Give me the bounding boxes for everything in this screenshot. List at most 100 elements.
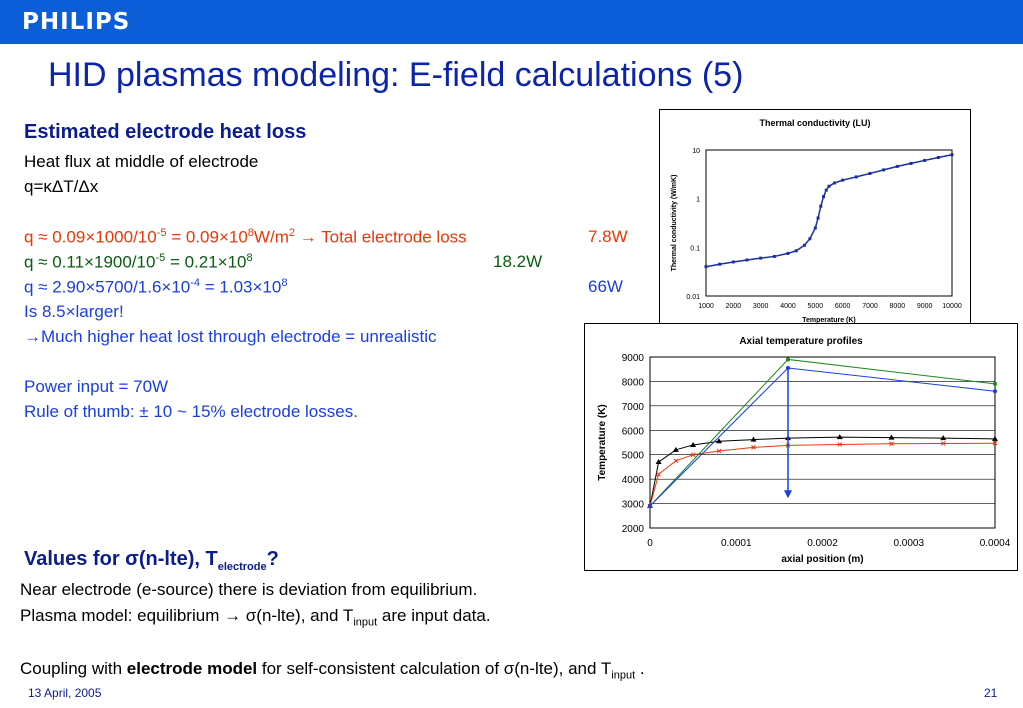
text-line: Near electrode (e-source) there is devia…	[20, 580, 478, 599]
page-number: 21	[984, 686, 998, 700]
footer-date: 13 April, 2005	[28, 686, 102, 700]
series-line	[649, 442, 996, 507]
data-point	[690, 441, 697, 447]
data-point	[716, 438, 722, 444]
q1-line: q ≈ 0.09×1000/10-5 = 0.09×108W/m2 → Tota…	[24, 227, 467, 247]
y-tick-label: 2000	[622, 524, 645, 535]
data-point	[690, 452, 696, 458]
data-point	[889, 441, 894, 447]
philips-logo: PHILIPS	[22, 9, 131, 35]
data-point	[704, 265, 708, 269]
data-point	[993, 389, 997, 394]
data-point	[940, 435, 947, 441]
data-point	[731, 260, 735, 264]
arrow-head	[784, 490, 792, 499]
x-tick-label: 1000	[698, 303, 714, 310]
y-axis-label: Thermal conductivity (W/mK)	[671, 175, 678, 272]
chart-title: Axial temperature profiles	[739, 336, 863, 347]
x-tick-label: 9000	[917, 303, 933, 310]
text-line: Is 8.5×larger!	[24, 302, 124, 321]
x-tick-label: 0.0003	[893, 538, 924, 549]
data-point	[895, 164, 899, 168]
y-tick-label: 10	[692, 148, 700, 155]
data-point	[718, 262, 722, 266]
data-point	[816, 216, 820, 220]
data-point	[648, 504, 652, 509]
data-point	[936, 156, 940, 160]
data-point	[772, 254, 776, 258]
data-point	[751, 445, 756, 450]
q2-line: q ≈ 0.11×1900/10-5 = 0.21×108	[24, 252, 253, 272]
y-tick-label: 4000	[622, 475, 645, 486]
text-line: Rule of thumb: ± 10 ~ 15% electrode loss…	[24, 402, 358, 421]
x-tick-label: 10000	[942, 303, 962, 310]
x-axis-label: axial position (m)	[781, 554, 863, 565]
data-point	[716, 448, 722, 454]
axial-temperature-plot: Axial temperature profiles 9000 8000 7000 60…	[597, 336, 1011, 565]
series-line	[705, 153, 953, 268]
data-point	[841, 178, 845, 182]
text-line: →Much higher heat lost through electrode…	[24, 327, 437, 346]
y-tick-label: 9000	[622, 353, 645, 364]
section-heading: Estimated electrode heat loss	[24, 121, 307, 143]
data-point	[673, 458, 679, 464]
x-tick-label: 5000	[808, 303, 824, 310]
data-point	[993, 381, 997, 386]
y-tick-label: 8000	[622, 377, 645, 388]
data-point	[656, 471, 661, 477]
slide-title: HID plasmas modeling: E-field calculatio…	[48, 56, 744, 94]
x-tick-label: 6000	[835, 303, 851, 310]
x-tick-label: 0.0002	[807, 538, 838, 549]
data-point	[750, 436, 757, 442]
x-tick-label: 0.0001	[721, 538, 752, 549]
data-point	[759, 256, 763, 260]
x-axis-label: Temperature (K)	[802, 317, 856, 324]
data-point	[992, 440, 998, 446]
y-axis-label: Temperature (K)	[597, 404, 608, 481]
data-point	[950, 153, 954, 157]
data-point	[819, 204, 823, 208]
data-point	[672, 446, 679, 452]
data-point	[813, 226, 817, 230]
x-tick-label: 0.0004	[980, 538, 1011, 549]
data-point	[882, 168, 886, 172]
q2-value: 18.2W	[493, 252, 543, 271]
data-point	[824, 188, 828, 192]
q3-value: 66W	[588, 277, 623, 296]
data-point	[832, 181, 836, 185]
thermal-conductivity-plot: Thermal conductivity (LU) 10 1 0.1 0.01 1000 2…	[671, 118, 962, 324]
y-tick-label: 7000	[622, 402, 645, 413]
x-tick-label: 0	[647, 538, 653, 549]
y-tick-label: 5000	[622, 451, 645, 462]
data-point	[868, 171, 872, 175]
plot-area	[705, 149, 953, 297]
data-point	[888, 434, 895, 440]
x-tick-label: 3000	[753, 303, 769, 310]
data-point	[854, 175, 858, 179]
data-point	[837, 442, 843, 447]
q3-line: q ≈ 2.90×5700/1.6×10-4 = 1.03×108	[24, 277, 288, 297]
y-tick-label: 0.1	[690, 245, 700, 252]
data-point	[745, 258, 749, 262]
text-line: Coupling with electrode model for self-c…	[20, 659, 645, 682]
data-point	[836, 434, 843, 440]
data-point	[923, 158, 927, 162]
data-point	[655, 459, 662, 465]
data-point	[786, 251, 790, 255]
axial-temperature-chart: Axial temperature profiles 9000 8000 7000 60…	[584, 323, 1018, 571]
y-tick-label: 6000	[622, 426, 645, 437]
chart-title: Thermal conductivity (LU)	[759, 118, 870, 128]
data-point	[822, 195, 826, 199]
data-point	[827, 184, 831, 188]
data-point	[940, 441, 946, 446]
data-point	[808, 237, 812, 241]
y-tick-label: 3000	[622, 500, 645, 511]
data-point	[794, 249, 798, 253]
data-point	[802, 243, 806, 247]
data-point	[786, 357, 790, 362]
y-tick-label: 1	[696, 197, 700, 204]
formula-line: q=κΔT/Δx	[24, 177, 99, 196]
thermal-conductivity-chart: Thermal conductivity (LU) 10 1 0.1 0.01 1000 2…	[659, 109, 971, 333]
data-point	[909, 161, 913, 165]
x-tick-label: 8000	[890, 303, 906, 310]
